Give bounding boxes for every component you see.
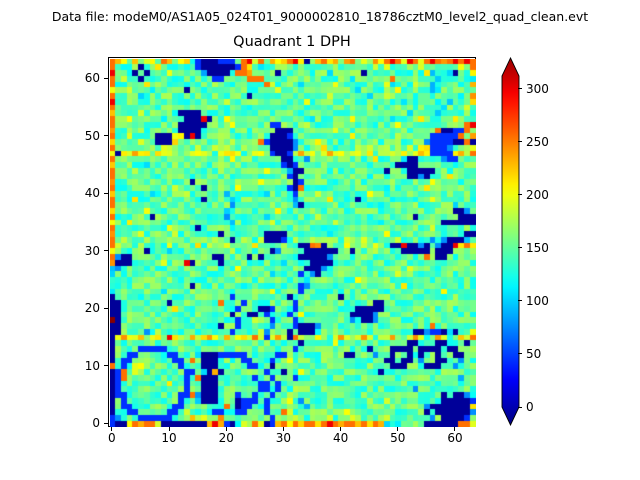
colorbar-tick-mark <box>518 194 522 196</box>
y-tick-label: 60 <box>84 71 100 86</box>
x-tick-label: 30 <box>275 431 292 445</box>
colorbar-tick-label: 100 <box>526 293 549 308</box>
y-tick-label: 40 <box>84 186 100 201</box>
y-tick-mark <box>104 307 108 309</box>
y-tick-mark <box>104 422 108 424</box>
y-tick-mark <box>104 250 108 252</box>
y-tick-mark <box>104 77 108 79</box>
x-tick-mark <box>340 427 342 431</box>
heatmap-plot-area <box>108 57 476 427</box>
colorbar-tick-label: 150 <box>526 240 549 255</box>
colorbar-tick-label: 300 <box>526 81 549 96</box>
y-tick-label: 50 <box>84 128 100 143</box>
x-tick-label: 10 <box>161 431 177 445</box>
x-tick-label: 0 <box>108 431 116 445</box>
colorbar-tick-mark <box>518 247 522 249</box>
colorbar-gradient-bar <box>501 57 520 426</box>
colorbar-tick-mark <box>518 141 522 143</box>
colorbar-tick-mark <box>518 88 522 90</box>
plot-title: Quadrant 1 DPH <box>233 34 351 50</box>
x-tick-mark <box>111 427 113 431</box>
colorbar-tick-label: 250 <box>526 134 549 149</box>
colorbar-tick-mark <box>518 300 522 302</box>
x-tick-label: 60 <box>447 431 463 445</box>
x-tick-mark <box>282 427 284 431</box>
x-tick-label: 40 <box>332 431 349 445</box>
colorbar-tick-label: 200 <box>526 187 549 202</box>
dph-heatmap-canvas <box>110 59 476 427</box>
x-tick-label: 20 <box>218 431 234 445</box>
colorbar-tick-label: 50 <box>526 346 542 361</box>
data-file-label: Data file: modeM0/AS1A05_024T01_90000028… <box>51 9 589 24</box>
x-tick-mark <box>168 427 170 431</box>
colorbar-tick-mark <box>518 353 522 355</box>
y-tick-label: 0 <box>92 416 100 431</box>
y-tick-mark <box>104 192 108 194</box>
colorbar-tick-label: 0 <box>526 400 534 414</box>
colorbar <box>501 57 520 426</box>
y-tick-label: 10 <box>84 358 100 373</box>
x-tick-mark <box>454 427 456 431</box>
colorbar-tick-mark <box>518 406 522 408</box>
y-tick-mark <box>104 365 108 367</box>
x-tick-label: 50 <box>390 431 406 445</box>
y-tick-label: 20 <box>84 301 100 316</box>
y-tick-mark <box>104 135 108 137</box>
y-tick-label: 30 <box>84 243 100 258</box>
x-tick-mark <box>397 427 399 431</box>
x-tick-mark <box>225 427 227 431</box>
